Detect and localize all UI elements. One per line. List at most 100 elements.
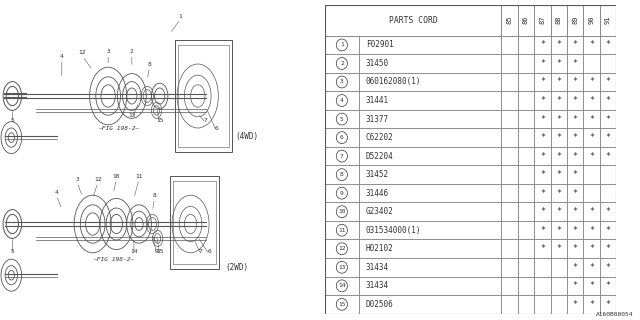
Text: 15: 15 xyxy=(156,117,163,123)
Text: 7: 7 xyxy=(340,154,344,159)
Text: 91: 91 xyxy=(605,16,611,25)
Text: *: * xyxy=(540,189,545,198)
Text: *: * xyxy=(540,133,545,142)
Text: 060162080(1): 060162080(1) xyxy=(366,77,421,86)
Text: 6: 6 xyxy=(207,249,211,254)
Text: *: * xyxy=(589,152,594,161)
Text: *: * xyxy=(589,40,594,50)
Text: 88: 88 xyxy=(556,16,562,25)
Text: *: * xyxy=(573,40,578,50)
Text: *: * xyxy=(589,244,594,253)
Bar xyxy=(170,176,220,269)
Text: *: * xyxy=(589,263,594,272)
Text: *: * xyxy=(589,77,594,86)
Text: *: * xyxy=(573,226,578,235)
Text: 7: 7 xyxy=(204,117,208,123)
Text: *: * xyxy=(540,152,545,161)
Text: A160B00054: A160B00054 xyxy=(596,312,634,317)
Text: —FIG 198-2—: —FIG 198-2— xyxy=(93,257,134,262)
Text: *: * xyxy=(573,170,578,179)
Text: 5: 5 xyxy=(10,117,14,123)
Text: *: * xyxy=(605,244,611,253)
Text: *: * xyxy=(589,115,594,124)
Text: 4: 4 xyxy=(60,53,63,59)
Text: 5: 5 xyxy=(340,116,344,122)
Text: *: * xyxy=(556,207,561,216)
Text: *: * xyxy=(540,59,545,68)
Text: *: * xyxy=(605,226,611,235)
Text: 14: 14 xyxy=(338,283,346,288)
Text: 15: 15 xyxy=(156,249,163,254)
Text: (4WD): (4WD) xyxy=(236,132,259,140)
Text: 31446: 31446 xyxy=(366,189,389,198)
Text: *: * xyxy=(556,170,561,179)
Text: *: * xyxy=(605,152,611,161)
Text: *: * xyxy=(556,40,561,50)
Text: F02901: F02901 xyxy=(366,40,394,50)
Text: *: * xyxy=(540,207,545,216)
Text: *: * xyxy=(573,244,578,253)
Text: 8: 8 xyxy=(147,61,151,67)
Text: 31434: 31434 xyxy=(366,263,389,272)
Text: *: * xyxy=(605,96,611,105)
Text: 7: 7 xyxy=(199,249,203,254)
Text: *: * xyxy=(589,300,594,309)
Text: 8: 8 xyxy=(340,172,344,177)
Text: *: * xyxy=(589,207,594,216)
Text: 9: 9 xyxy=(155,249,159,254)
Text: 11: 11 xyxy=(135,173,143,179)
Text: 8: 8 xyxy=(152,193,156,198)
Text: *: * xyxy=(556,189,561,198)
Text: *: * xyxy=(573,115,578,124)
Text: 31377: 31377 xyxy=(366,115,389,124)
Text: 11: 11 xyxy=(338,228,346,233)
Text: *: * xyxy=(573,281,578,290)
Text: 85: 85 xyxy=(506,16,513,25)
Text: *: * xyxy=(573,263,578,272)
Text: *: * xyxy=(589,96,594,105)
Text: *: * xyxy=(573,152,578,161)
Text: 2: 2 xyxy=(340,61,344,66)
Text: 87: 87 xyxy=(540,16,545,25)
Text: *: * xyxy=(556,226,561,235)
Text: *: * xyxy=(556,152,561,161)
Text: *: * xyxy=(573,59,578,68)
Bar xyxy=(173,181,216,264)
Text: *: * xyxy=(556,115,561,124)
Text: *: * xyxy=(605,115,611,124)
Text: *: * xyxy=(540,244,545,253)
Text: 031534000(1): 031534000(1) xyxy=(366,226,421,235)
Text: 2: 2 xyxy=(130,49,134,54)
Text: *: * xyxy=(605,263,611,272)
Text: 31450: 31450 xyxy=(366,59,389,68)
Text: 14: 14 xyxy=(130,249,138,254)
Text: *: * xyxy=(556,133,561,142)
Text: C62202: C62202 xyxy=(366,133,394,142)
Text: 31452: 31452 xyxy=(366,170,389,179)
Text: PARTS CORD: PARTS CORD xyxy=(389,16,438,25)
Text: *: * xyxy=(556,96,561,105)
Text: D52204: D52204 xyxy=(366,152,394,161)
Text: *: * xyxy=(605,40,611,50)
Text: *: * xyxy=(540,77,545,86)
Bar xyxy=(175,40,232,152)
Text: 31434: 31434 xyxy=(366,281,389,290)
Bar xyxy=(178,45,228,147)
Text: 13: 13 xyxy=(128,113,136,118)
Text: 4: 4 xyxy=(340,98,344,103)
Text: *: * xyxy=(589,133,594,142)
Text: *: * xyxy=(573,96,578,105)
Text: *: * xyxy=(605,77,611,86)
Text: 5: 5 xyxy=(10,249,14,254)
Text: 89: 89 xyxy=(572,16,579,25)
Text: 6: 6 xyxy=(340,135,344,140)
Text: 10: 10 xyxy=(338,209,346,214)
Text: *: * xyxy=(540,170,545,179)
Text: (2WD): (2WD) xyxy=(225,263,248,272)
Text: H02102: H02102 xyxy=(366,244,394,253)
Text: 90: 90 xyxy=(589,16,595,25)
Text: *: * xyxy=(573,77,578,86)
Text: G23402: G23402 xyxy=(366,207,394,216)
Text: 4: 4 xyxy=(55,189,58,195)
Text: 13: 13 xyxy=(338,265,346,270)
